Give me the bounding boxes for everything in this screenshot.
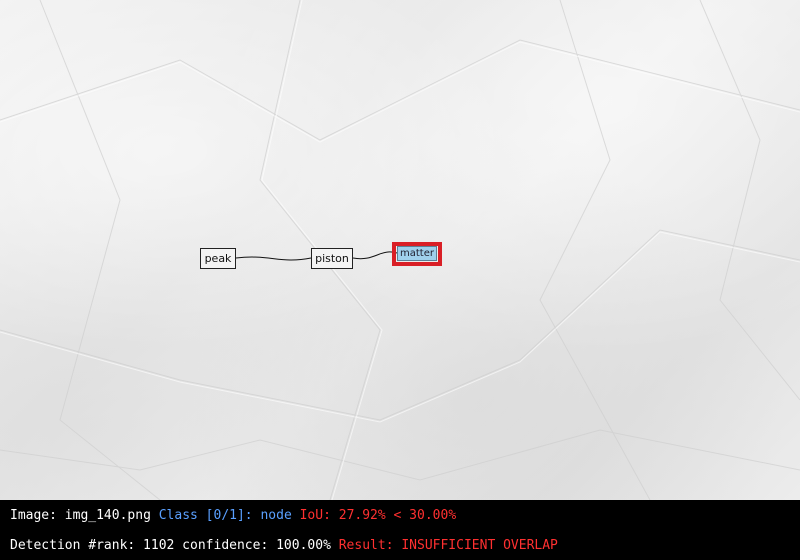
class-text: Class [0/1]: node [158, 508, 292, 523]
result-text: Result: INSUFFICIENT OVERLAP [338, 538, 558, 553]
image-name: img_140.png [64, 508, 151, 523]
detection-box [392, 242, 442, 266]
status-line-1: Image: img_140.png Class [0/1]: node IoU… [10, 508, 456, 523]
iou-text: IoU: 27.92% < 30.00% [299, 508, 457, 523]
node-label: piston [315, 252, 349, 265]
graph-node-matter[interactable]: matter [397, 246, 437, 261]
graph-node-piston[interactable]: piston [311, 248, 353, 269]
node-label: matter [400, 248, 434, 259]
node-label: peak [204, 252, 232, 265]
graph-node-peak[interactable]: peak [200, 248, 236, 269]
edge-piston-matter [352, 251, 398, 260]
status-bar: Image: img_140.png Class [0/1]: node IoU… [0, 500, 800, 560]
rank-text: Detection #rank: 1102 confidence: 100.00… [10, 538, 331, 553]
edge-peak-piston [235, 256, 312, 261]
paper-canvas: peak piston matter [0, 0, 800, 500]
status-line-2: Detection #rank: 1102 confidence: 100.00… [10, 538, 558, 553]
image-label: Image: [10, 508, 57, 523]
